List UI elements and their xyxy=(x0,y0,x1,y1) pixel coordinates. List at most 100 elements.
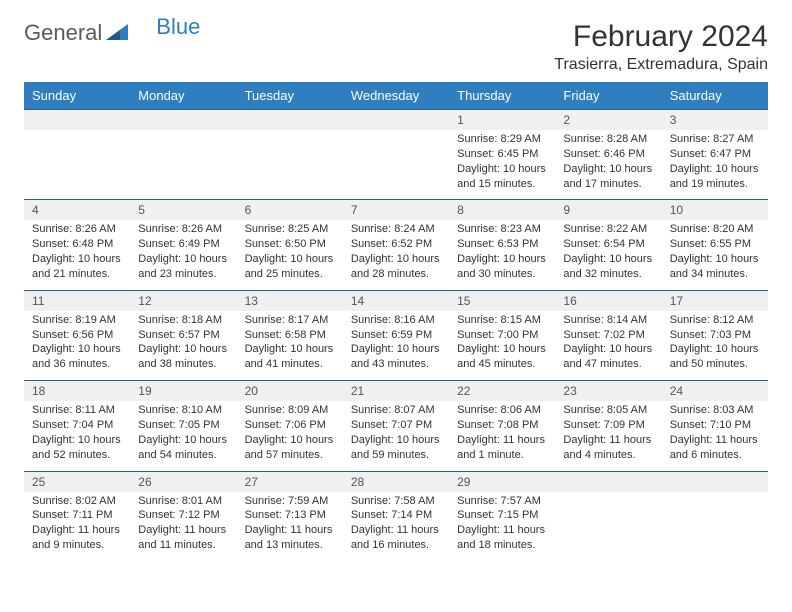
day-cell: 29Sunrise: 7:57 AMSunset: 7:15 PMDayligh… xyxy=(449,471,555,561)
day-cell: 27Sunrise: 7:59 AMSunset: 7:13 PMDayligh… xyxy=(237,471,343,561)
day-number: 16 xyxy=(555,291,661,311)
empty-cell xyxy=(343,110,449,200)
day-number: 19 xyxy=(130,381,236,401)
day-number: 24 xyxy=(662,381,768,401)
calendar-page: General Blue February 2024 Trasierra, Ex… xyxy=(0,0,792,581)
day-cell: 24Sunrise: 8:03 AMSunset: 7:10 PMDayligh… xyxy=(662,381,768,471)
day-cell: 4Sunrise: 8:26 AMSunset: 6:48 PMDaylight… xyxy=(24,200,130,290)
calendar-row: 1Sunrise: 8:29 AMSunset: 6:45 PMDaylight… xyxy=(24,110,768,200)
day-content: Sunrise: 8:03 AMSunset: 7:10 PMDaylight:… xyxy=(662,401,768,470)
day-number: 6 xyxy=(237,200,343,220)
day-content: Sunrise: 8:16 AMSunset: 6:59 PMDaylight:… xyxy=(343,311,449,380)
day-number: 25 xyxy=(24,472,130,492)
day-cell: 5Sunrise: 8:26 AMSunset: 6:49 PMDaylight… xyxy=(130,200,236,290)
title-block: February 2024 Trasierra, Extremadura, Sp… xyxy=(554,20,768,74)
weekday-header: Sunday xyxy=(24,82,130,110)
day-cell: 20Sunrise: 8:09 AMSunset: 7:06 PMDayligh… xyxy=(237,381,343,471)
day-number: 3 xyxy=(662,110,768,130)
day-content: Sunrise: 8:28 AMSunset: 6:46 PMDaylight:… xyxy=(555,130,661,199)
day-number: 22 xyxy=(449,381,555,401)
day-number: 20 xyxy=(237,381,343,401)
day-content: Sunrise: 8:22 AMSunset: 6:54 PMDaylight:… xyxy=(555,220,661,289)
day-number: 9 xyxy=(555,200,661,220)
day-cell: 7Sunrise: 8:24 AMSunset: 6:52 PMDaylight… xyxy=(343,200,449,290)
day-number: 14 xyxy=(343,291,449,311)
empty-cell xyxy=(24,110,130,200)
calendar-row: 4Sunrise: 8:26 AMSunset: 6:48 PMDaylight… xyxy=(24,200,768,290)
day-number: 29 xyxy=(449,472,555,492)
day-content: Sunrise: 8:05 AMSunset: 7:09 PMDaylight:… xyxy=(555,401,661,470)
day-content: Sunrise: 7:57 AMSunset: 7:15 PMDaylight:… xyxy=(449,492,555,561)
day-cell: 15Sunrise: 8:15 AMSunset: 7:00 PMDayligh… xyxy=(449,290,555,380)
day-number: 8 xyxy=(449,200,555,220)
day-content: Sunrise: 8:14 AMSunset: 7:02 PMDaylight:… xyxy=(555,311,661,380)
day-content: Sunrise: 8:29 AMSunset: 6:45 PMDaylight:… xyxy=(449,130,555,199)
day-content: Sunrise: 8:10 AMSunset: 7:05 PMDaylight:… xyxy=(130,401,236,470)
day-number: 11 xyxy=(24,291,130,311)
header: General Blue February 2024 Trasierra, Ex… xyxy=(24,20,768,74)
day-cell: 2Sunrise: 8:28 AMSunset: 6:46 PMDaylight… xyxy=(555,110,661,200)
calendar-body: 1Sunrise: 8:29 AMSunset: 6:45 PMDaylight… xyxy=(24,110,768,562)
day-content: Sunrise: 8:11 AMSunset: 7:04 PMDaylight:… xyxy=(24,401,130,470)
empty-daynum xyxy=(662,472,768,492)
day-number: 10 xyxy=(662,200,768,220)
day-cell: 14Sunrise: 8:16 AMSunset: 6:59 PMDayligh… xyxy=(343,290,449,380)
day-content: Sunrise: 8:27 AMSunset: 6:47 PMDaylight:… xyxy=(662,130,768,199)
calendar-row: 25Sunrise: 8:02 AMSunset: 7:11 PMDayligh… xyxy=(24,471,768,561)
day-number: 21 xyxy=(343,381,449,401)
day-content: Sunrise: 8:26 AMSunset: 6:48 PMDaylight:… xyxy=(24,220,130,289)
day-cell: 8Sunrise: 8:23 AMSunset: 6:53 PMDaylight… xyxy=(449,200,555,290)
day-content: Sunrise: 8:25 AMSunset: 6:50 PMDaylight:… xyxy=(237,220,343,289)
day-number: 1 xyxy=(449,110,555,130)
calendar-row: 11Sunrise: 8:19 AMSunset: 6:56 PMDayligh… xyxy=(24,290,768,380)
day-content: Sunrise: 8:01 AMSunset: 7:12 PMDaylight:… xyxy=(130,492,236,561)
weekday-header: Wednesday xyxy=(343,82,449,110)
day-cell: 28Sunrise: 7:58 AMSunset: 7:14 PMDayligh… xyxy=(343,471,449,561)
day-cell: 23Sunrise: 8:05 AMSunset: 7:09 PMDayligh… xyxy=(555,381,661,471)
day-content: Sunrise: 8:24 AMSunset: 6:52 PMDaylight:… xyxy=(343,220,449,289)
day-cell: 22Sunrise: 8:06 AMSunset: 7:08 PMDayligh… xyxy=(449,381,555,471)
day-cell: 11Sunrise: 8:19 AMSunset: 6:56 PMDayligh… xyxy=(24,290,130,380)
day-number: 28 xyxy=(343,472,449,492)
weekday-header: Tuesday xyxy=(237,82,343,110)
day-content: Sunrise: 7:59 AMSunset: 7:13 PMDaylight:… xyxy=(237,492,343,561)
day-cell: 21Sunrise: 8:07 AMSunset: 7:07 PMDayligh… xyxy=(343,381,449,471)
location: Trasierra, Extremadura, Spain xyxy=(554,56,768,74)
day-number: 7 xyxy=(343,200,449,220)
day-content: Sunrise: 8:15 AMSunset: 7:00 PMDaylight:… xyxy=(449,311,555,380)
day-content: Sunrise: 8:17 AMSunset: 6:58 PMDaylight:… xyxy=(237,311,343,380)
day-content: Sunrise: 7:58 AMSunset: 7:14 PMDaylight:… xyxy=(343,492,449,561)
day-number: 5 xyxy=(130,200,236,220)
empty-cell xyxy=(130,110,236,200)
day-content: Sunrise: 8:20 AMSunset: 6:55 PMDaylight:… xyxy=(662,220,768,289)
day-content: Sunrise: 8:26 AMSunset: 6:49 PMDaylight:… xyxy=(130,220,236,289)
month-title: February 2024 xyxy=(554,20,768,54)
empty-daynum xyxy=(130,110,236,130)
day-content: Sunrise: 8:12 AMSunset: 7:03 PMDaylight:… xyxy=(662,311,768,380)
day-content: Sunrise: 8:02 AMSunset: 7:11 PMDaylight:… xyxy=(24,492,130,561)
brand-triangle-icon xyxy=(106,20,128,46)
day-cell: 25Sunrise: 8:02 AMSunset: 7:11 PMDayligh… xyxy=(24,471,130,561)
day-content: Sunrise: 8:07 AMSunset: 7:07 PMDaylight:… xyxy=(343,401,449,470)
weekday-header: Thursday xyxy=(449,82,555,110)
day-cell: 26Sunrise: 8:01 AMSunset: 7:12 PMDayligh… xyxy=(130,471,236,561)
brand-part2: Blue xyxy=(156,14,200,40)
day-cell: 6Sunrise: 8:25 AMSunset: 6:50 PMDaylight… xyxy=(237,200,343,290)
weekday-header-row: SundayMondayTuesdayWednesdayThursdayFrid… xyxy=(24,82,768,110)
day-cell: 17Sunrise: 8:12 AMSunset: 7:03 PMDayligh… xyxy=(662,290,768,380)
weekday-header: Friday xyxy=(555,82,661,110)
empty-cell xyxy=(662,471,768,561)
day-number: 26 xyxy=(130,472,236,492)
day-number: 18 xyxy=(24,381,130,401)
empty-daynum xyxy=(343,110,449,130)
empty-cell xyxy=(555,471,661,561)
brand-part1: General xyxy=(24,20,102,46)
day-number: 23 xyxy=(555,381,661,401)
day-number: 12 xyxy=(130,291,236,311)
day-content: Sunrise: 8:23 AMSunset: 6:53 PMDaylight:… xyxy=(449,220,555,289)
day-cell: 13Sunrise: 8:17 AMSunset: 6:58 PMDayligh… xyxy=(237,290,343,380)
day-number: 27 xyxy=(237,472,343,492)
day-number: 15 xyxy=(449,291,555,311)
day-cell: 19Sunrise: 8:10 AMSunset: 7:05 PMDayligh… xyxy=(130,381,236,471)
day-cell: 12Sunrise: 8:18 AMSunset: 6:57 PMDayligh… xyxy=(130,290,236,380)
